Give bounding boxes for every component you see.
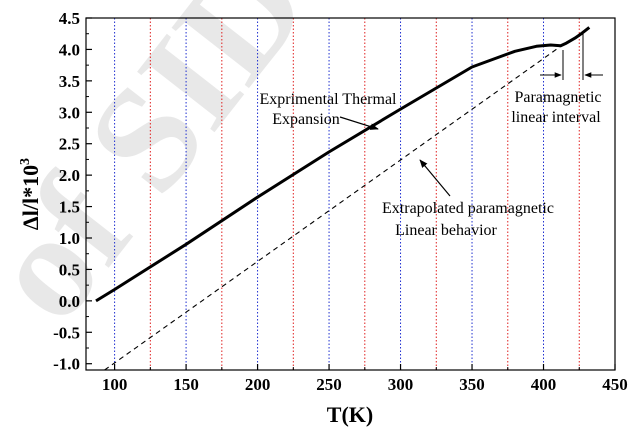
y-tick-label-4.5: 4.5	[59, 9, 80, 28]
annotation-extrapolated-arrow	[419, 159, 451, 197]
y-tick-label-1.5: 1.5	[59, 198, 80, 217]
annotation-extrapolated: Extrapolated paramagnetic Linear behavio…	[382, 159, 554, 239]
y-axis-label: Δl/l*103	[18, 158, 43, 230]
y-tick-label-3.5: 3.5	[59, 72, 80, 91]
y-tick-label-0.5: 0.5	[59, 260, 80, 279]
annotation-paramagnetic-line1: Paramagnetic	[514, 89, 601, 106]
y-axis-label-superscript: 3	[18, 158, 33, 165]
annotation-extrapolated-line1: Extrapolated paramagnetic	[382, 200, 554, 217]
y-tick-label-3.0: 3.0	[59, 103, 80, 122]
y-tick-label-2.0: 2.0	[59, 166, 80, 185]
x-tick-label-200: 200	[245, 375, 271, 394]
series-experimental-line	[95, 26, 591, 303]
grid-lines	[114, 18, 580, 370]
annotation-paramagnetic: Paramagnetic linear interval	[511, 34, 603, 126]
y-tick-label-1.0: 1.0	[59, 229, 80, 248]
annotation-experimental-arrow	[339, 116, 379, 130]
annotation-extrapolated-line2: Linear behavior	[395, 222, 497, 239]
y-axis-label-main: Δl/l*10	[18, 165, 43, 230]
annotation-experimental-line1: Exprimental Thermal	[260, 91, 398, 108]
watermark: of SID	[0, 0, 340, 350]
y-tick-label-2.5: 2.5	[59, 135, 80, 154]
x-axis-label: T(K)	[327, 402, 373, 427]
plot-frame	[85, 17, 616, 371]
y-tick-label--1.0: -1.0	[53, 355, 80, 374]
x-tick-label-300: 300	[388, 375, 414, 394]
axis-ticks: 100 150 200 250 300 350 400 450 -1.0 -0.5 0.0 0.5 1.…	[53, 9, 628, 394]
x-tick-label-250: 250	[316, 375, 342, 394]
x-tick-label-150: 150	[173, 375, 199, 394]
y-tick-label--0.5: -0.5	[53, 323, 80, 342]
x-tick-label-350: 350	[459, 375, 485, 394]
svg-text:of SID: of SID	[0, 0, 340, 350]
x-tick-label-400: 400	[531, 375, 557, 394]
x-tick-label-100: 100	[102, 375, 128, 394]
annotation-experimental: Exprimental Thermal Expansion	[260, 91, 398, 130]
annotation-experimental-line2: Expansion	[272, 111, 340, 128]
series-group	[95, 26, 591, 371]
y-tick-label-4.0: 4.0	[59, 40, 80, 59]
y-tick-label-0.0: 0.0	[59, 292, 80, 311]
series-extrapolated-line	[104, 45, 562, 371]
annotation-paramagnetic-line2: linear interval	[511, 109, 601, 126]
x-tick-label-450: 450	[602, 375, 628, 394]
